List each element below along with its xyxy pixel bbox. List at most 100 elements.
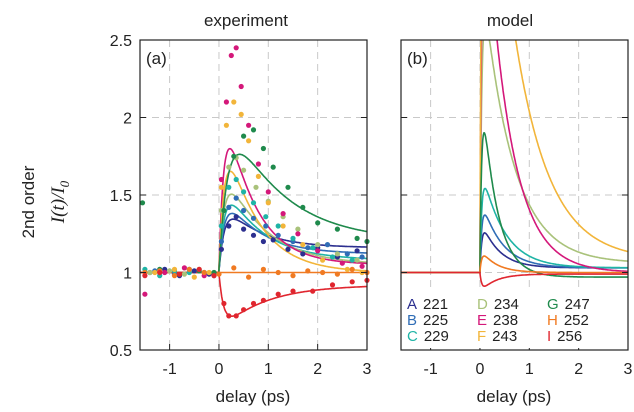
data-point-E bbox=[181, 265, 187, 271]
data-point-G bbox=[270, 164, 276, 170]
data-point-C bbox=[263, 214, 269, 220]
data-point-A bbox=[354, 248, 360, 254]
data-point-D bbox=[147, 269, 153, 276]
data-point-D bbox=[315, 242, 321, 248]
data-point-E bbox=[238, 83, 244, 90]
data-point-C bbox=[241, 189, 247, 195]
data-point-F bbox=[265, 200, 271, 206]
data-point-F bbox=[191, 274, 197, 280]
data-point-G bbox=[300, 204, 306, 210]
model-curves bbox=[401, 40, 628, 288]
data-point-C bbox=[310, 245, 316, 251]
ylabel-main: I(t)/I0 bbox=[48, 180, 72, 224]
data-point-E bbox=[295, 231, 301, 237]
model-curve-E bbox=[401, 40, 628, 274]
data-point-A bbox=[300, 251, 306, 257]
fit-line-C bbox=[140, 204, 368, 274]
data-point-B bbox=[305, 245, 311, 251]
data-point-G bbox=[334, 226, 340, 232]
data-point-H bbox=[246, 274, 252, 280]
data-point-H bbox=[320, 269, 326, 276]
data-point-I bbox=[221, 300, 227, 307]
data-point-B bbox=[241, 207, 247, 214]
legend-background bbox=[403, 291, 625, 348]
data-point-A bbox=[250, 232, 257, 238]
data-point-I bbox=[310, 288, 316, 294]
data-points bbox=[139, 45, 370, 319]
data-point-G bbox=[315, 220, 321, 226]
data-point-E bbox=[255, 161, 261, 167]
data-point-H bbox=[260, 266, 266, 272]
data-point-D bbox=[334, 251, 340, 257]
data-point-B bbox=[233, 195, 239, 201]
legend-entry-B: B 225 bbox=[407, 312, 448, 329]
data-point-H bbox=[201, 269, 207, 276]
data-point-E bbox=[228, 52, 234, 59]
data-point-A bbox=[285, 246, 291, 252]
y-tick-label: 1.5 bbox=[110, 188, 132, 205]
x-axis-label: delay (ps) bbox=[216, 387, 291, 406]
x-tick-label: 3 bbox=[624, 361, 633, 378]
data-point-E bbox=[359, 263, 365, 269]
data-point-E bbox=[280, 211, 286, 217]
axis-ticks: -1 0 1 2 3 0.5 1 1.5 2 2.5 bbox=[110, 33, 372, 378]
data-point-F bbox=[152, 269, 158, 276]
data-point-F bbox=[255, 173, 261, 179]
data-point-D bbox=[295, 226, 301, 232]
panel-title: experiment bbox=[204, 11, 288, 30]
data-point-F bbox=[246, 138, 252, 144]
data-point-I bbox=[157, 269, 163, 276]
data-point-H bbox=[305, 268, 311, 274]
data-point-I bbox=[329, 282, 336, 288]
legend-entry-E: E 238 bbox=[477, 312, 518, 329]
x-tick-label: 0 bbox=[476, 361, 485, 378]
data-point-H bbox=[171, 273, 178, 279]
model-curve-I bbox=[401, 271, 628, 288]
data-point-B bbox=[250, 215, 257, 221]
data-point-D bbox=[241, 167, 247, 173]
data-point-D bbox=[181, 271, 187, 277]
data-point-C bbox=[290, 235, 296, 241]
data-point-E bbox=[142, 291, 148, 297]
data-point-I bbox=[226, 313, 232, 319]
x-tick-label: -1 bbox=[162, 361, 176, 378]
legend-entry-D: D 234 bbox=[477, 296, 519, 313]
data-point-A bbox=[226, 223, 232, 229]
data-point-G bbox=[250, 127, 257, 133]
fit-line-E bbox=[140, 147, 367, 274]
panel-label: (b) bbox=[407, 49, 428, 68]
data-point-F bbox=[223, 122, 229, 128]
data-point-A bbox=[270, 237, 276, 243]
data-point-D bbox=[167, 268, 173, 274]
panel-label: (a) bbox=[146, 49, 167, 68]
data-point-E bbox=[218, 176, 224, 183]
data-point-E bbox=[339, 260, 345, 266]
data-point-I bbox=[241, 307, 247, 313]
data-point-E bbox=[265, 189, 271, 195]
y-tick-label: 2.5 bbox=[110, 33, 132, 50]
data-point-H bbox=[231, 265, 237, 271]
model-curve-D bbox=[401, 40, 628, 274]
y-tick-label: 0.5 bbox=[110, 343, 132, 360]
data-point-G bbox=[231, 153, 237, 159]
data-point-B bbox=[324, 242, 331, 248]
x-tick-label: 1 bbox=[264, 361, 273, 378]
data-point-A bbox=[241, 226, 247, 232]
data-point-C bbox=[250, 200, 257, 206]
data-point-H bbox=[186, 266, 192, 272]
data-point-G bbox=[221, 207, 227, 214]
x-tick-label: 3 bbox=[363, 361, 372, 378]
data-point-C bbox=[349, 257, 355, 263]
data-point-C bbox=[218, 223, 224, 229]
y-tick-label: 2 bbox=[123, 111, 132, 128]
fit-line-I bbox=[140, 271, 367, 317]
data-point-I bbox=[142, 273, 148, 279]
data-point-I bbox=[211, 273, 217, 279]
data-point-F bbox=[231, 99, 237, 105]
data-point-E bbox=[246, 122, 252, 128]
data-point-F bbox=[218, 184, 224, 190]
data-point-G bbox=[139, 200, 146, 206]
data-point-E bbox=[233, 45, 239, 51]
